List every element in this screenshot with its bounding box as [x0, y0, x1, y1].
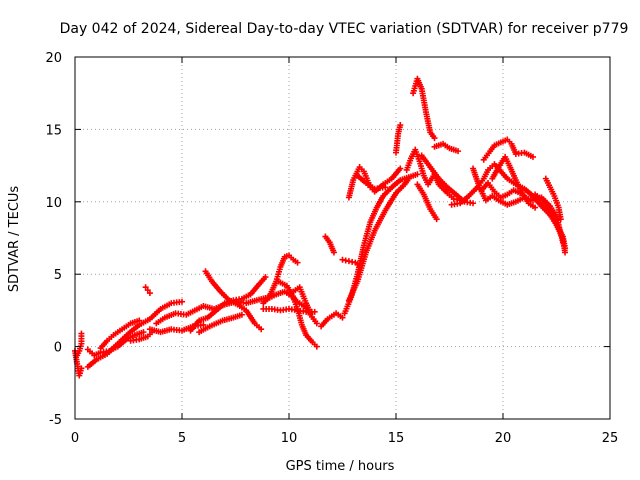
data-point-track — [345, 175, 412, 304]
x-tick-label: 15 — [388, 431, 405, 446]
x-tick-label: 20 — [495, 431, 512, 446]
series-sat-ai — [478, 179, 530, 202]
plot-frame — [74, 56, 611, 420]
series-sat-v — [339, 256, 363, 269]
data-point-track — [97, 317, 143, 352]
series-sat-y — [393, 122, 404, 156]
series-sat-f — [127, 329, 156, 344]
series-sat-p — [275, 278, 320, 327]
series-sat-aj — [532, 191, 569, 256]
data-point-track — [142, 284, 153, 297]
data-point-track — [202, 268, 265, 333]
series-sat-e — [97, 317, 143, 352]
x-tick-label: 25 — [602, 431, 619, 446]
data-point-track — [414, 181, 440, 223]
series-sat-aa — [410, 75, 438, 142]
series-sat-s — [322, 233, 337, 256]
series-sat-ad — [431, 140, 462, 155]
series-sat-x — [354, 172, 389, 192]
data-point-track — [84, 298, 185, 370]
data-point-track — [275, 278, 320, 327]
data-point-track — [393, 122, 404, 156]
x-tick-label: 5 — [178, 431, 186, 446]
data-marks — [72, 75, 569, 379]
data-point-track — [478, 179, 530, 202]
y-tick-label: 15 — [45, 123, 62, 138]
data-point-track — [322, 233, 337, 256]
data-point-track — [196, 311, 245, 336]
x-tick-label: 0 — [71, 431, 79, 446]
data-point-track — [532, 191, 569, 256]
y-tick-label: 10 — [45, 196, 62, 211]
data-point-track — [354, 172, 389, 192]
data-point-track — [480, 136, 536, 163]
data-point-track — [290, 284, 314, 317]
data-point-track — [542, 175, 564, 223]
series-sat-d — [84, 298, 185, 370]
series-sat-ag — [480, 136, 536, 163]
data-point-track — [318, 310, 346, 330]
grid — [75, 57, 610, 419]
data-point-track — [431, 140, 462, 155]
x-tick-label: 10 — [281, 431, 298, 446]
series-sat-k — [202, 268, 265, 333]
data-point-track — [339, 256, 363, 269]
series-sat-ac — [414, 181, 440, 223]
series-sat-g — [142, 284, 153, 297]
data-point-track — [410, 75, 438, 142]
x-axis-label: GPS time / hours — [286, 459, 395, 474]
series-sat-q — [290, 284, 314, 317]
series-sat-r — [318, 310, 346, 330]
axis-ticks: 0 5 10 15 20 25 -5 0 5 10 15 20 — [45, 51, 618, 446]
y-tick-label: -5 — [49, 413, 62, 428]
y-tick-label: 0 — [54, 341, 62, 356]
series-sat-u — [345, 175, 412, 304]
y-tick-label: 20 — [45, 51, 62, 66]
data-point-track — [127, 329, 156, 344]
series-sat-l — [196, 311, 245, 336]
y-axis-label: SDTVAR / TECUs — [7, 186, 22, 293]
series-sat-ak — [542, 175, 564, 223]
y-tick-label: 5 — [54, 268, 62, 283]
chart-title: Day 042 of 2024, Sidereal Day-to-day VTE… — [60, 21, 629, 37]
